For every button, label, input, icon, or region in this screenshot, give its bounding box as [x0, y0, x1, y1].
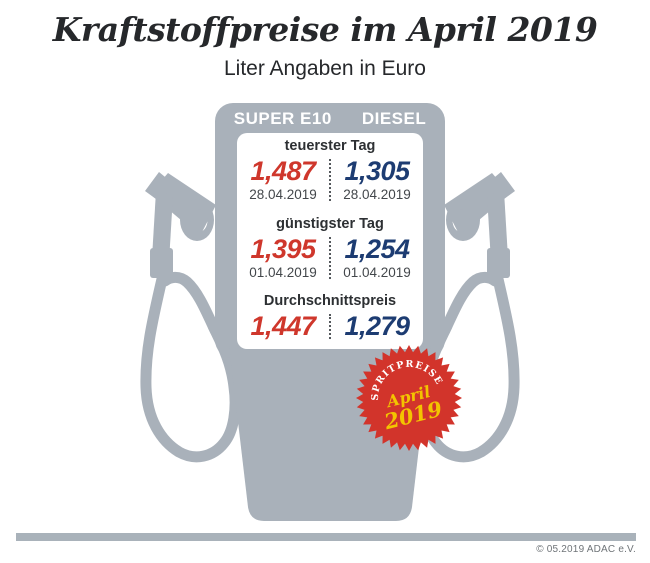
section-most-expensive-day: teuerster Tag 1,487 28.04.2019 1,305 28.…: [237, 138, 423, 203]
section-label: Durchschnittspreis: [263, 293, 397, 309]
footer-divider-bar: [16, 533, 636, 541]
dotted-divider: [329, 159, 331, 201]
section-label: günstigster Tag: [276, 216, 384, 232]
copyright-notice: © 05.2019 ADAC e.V.: [536, 544, 636, 555]
fuel-nozzle-icon: [140, 172, 241, 463]
price-display-panel: teuerster Tag 1,487 28.04.2019 1,305 28.…: [237, 133, 423, 349]
super-e10-date: 28.04.2019: [249, 187, 317, 202]
page-title: Kraftstoffpreise im April 2019: [52, 10, 598, 49]
section-average-price: Durchschnittspreis 1,447 1,279: [237, 293, 423, 341]
diesel-price: 1,254: [344, 234, 410, 264]
super-e10-price: 1,395: [250, 234, 316, 264]
page-subtitle: Liter Angaben in Euro: [224, 57, 426, 80]
fuel-column-headers: SUPER E10 DIESEL: [215, 109, 445, 131]
section-label: teuerster Tag: [284, 138, 376, 154]
section-cheapest-day: günstigster Tag 1,395 01.04.2019 1,254 0…: [237, 216, 423, 281]
diesel-price: 1,305: [344, 156, 410, 186]
column-header-super-e10: SUPER E10: [233, 109, 332, 128]
spritpreise-badge: SPRITPREISE April 2019: [356, 345, 462, 451]
dotted-divider: [329, 314, 331, 339]
badge-star: [356, 345, 462, 451]
diesel-date: 28.04.2019: [343, 187, 411, 202]
dotted-divider: [329, 237, 331, 279]
diesel-price: 1,279: [344, 311, 410, 341]
super-e10-price: 1,447: [250, 311, 316, 341]
super-e10-price: 1,487: [250, 156, 316, 186]
column-header-diesel: DIESEL: [361, 109, 427, 128]
diesel-date: 01.04.2019: [343, 265, 411, 280]
super-e10-date: 01.04.2019: [249, 265, 317, 280]
